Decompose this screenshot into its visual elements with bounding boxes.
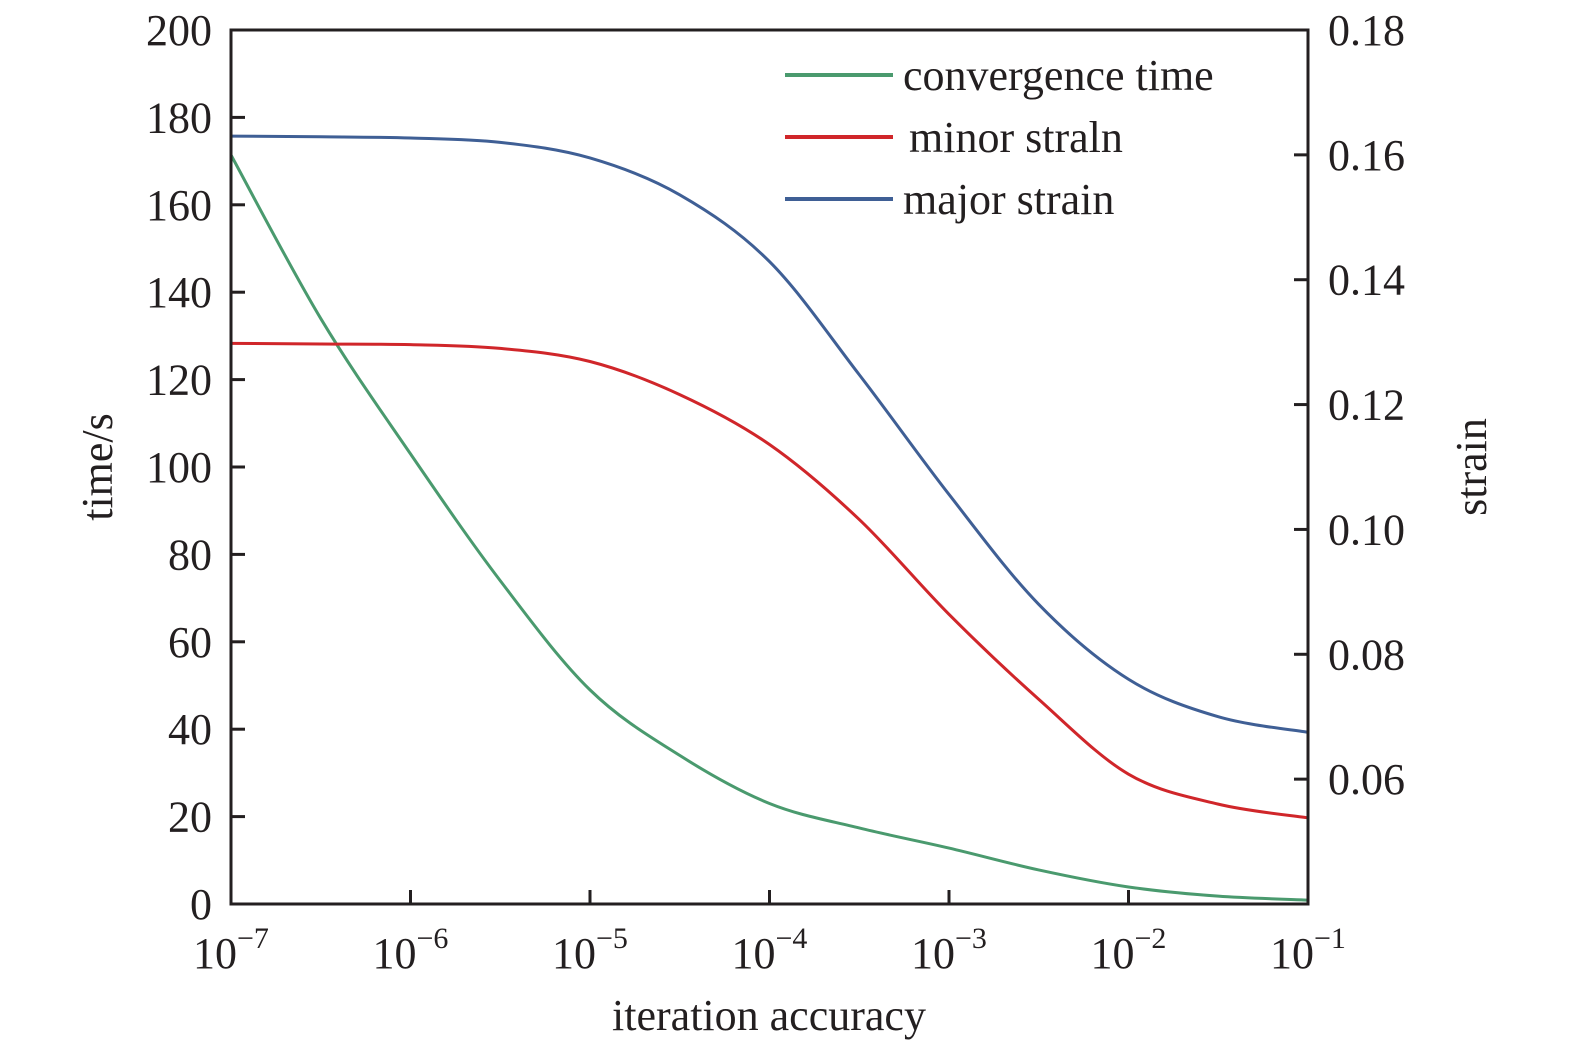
y2-tick-label: 0.10 [1328, 505, 1405, 554]
y-tick-label: 120 [146, 356, 212, 405]
series-line-major-strain [230, 134, 1309, 734]
x-tick-label: 10−5 [552, 922, 628, 978]
y-tick-label: 140 [146, 268, 212, 317]
series-line-convergence-time [229, 154, 1309, 902]
y-tick-label: 80 [168, 530, 212, 579]
y2-tick-label: 0.08 [1328, 630, 1405, 679]
plot-frame [229, 28, 1310, 906]
series-lines [229, 134, 1309, 902]
y-tick-label: 100 [146, 443, 212, 492]
y2-tick-label: 0.12 [1328, 381, 1405, 430]
y-tick-label: 60 [168, 618, 212, 667]
y2-tick-label: 0.06 [1328, 755, 1405, 804]
x-tick-label: 10−3 [911, 922, 987, 978]
legend: convergence time minor straln major strain [785, 51, 1214, 224]
x-tick-label: 10−7 [193, 922, 269, 978]
legend-label: major strain [903, 175, 1114, 224]
x-tick-label: 10−4 [732, 922, 808, 978]
y-tick-label: 20 [168, 793, 212, 842]
legend-label: minor straln [909, 113, 1123, 162]
x-axis-title: iteration accuracy [612, 991, 926, 1040]
y-axis-title: time/s [73, 413, 122, 521]
y2-tick-label: 0.14 [1328, 256, 1405, 305]
x-tick-label: 10−2 [1091, 922, 1167, 978]
y-tick-label: 180 [146, 93, 212, 142]
axis-ticks: 10−7 10−6 10−5 10−4 10−3 10−2 10−1 0 20 40 60 80 100… [146, 6, 1405, 978]
y2-tick-label: 0.16 [1328, 131, 1405, 180]
y-tick-label: 200 [146, 6, 212, 55]
legend-label: convergence time [903, 51, 1214, 100]
y2-tick-label: 0.18 [1328, 6, 1405, 55]
y2-axis-title: strain [1447, 418, 1496, 516]
x-tick-label: 10−6 [373, 922, 449, 978]
series-line-minor-straln [230, 341, 1309, 820]
y-tick-label: 40 [168, 705, 212, 754]
x-tick-label: 10−1 [1270, 922, 1346, 978]
y-tick-label: 160 [146, 181, 212, 230]
y-tick-label: 0 [190, 880, 212, 929]
